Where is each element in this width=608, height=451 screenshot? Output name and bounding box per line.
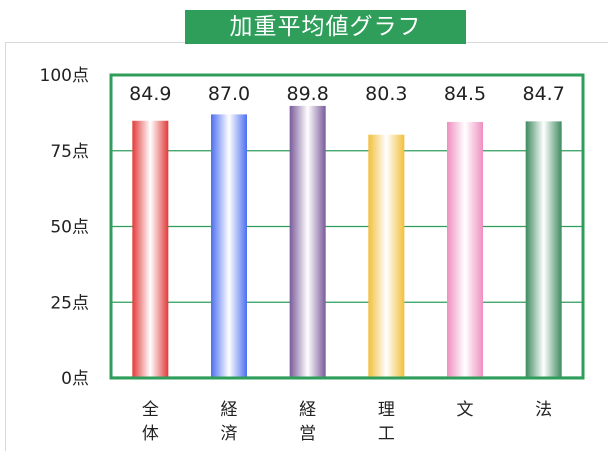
data-label: 87.0 — [208, 83, 250, 105]
data-label: 80.3 — [365, 83, 407, 105]
bar — [211, 114, 247, 378]
gridlines — [111, 150, 583, 378]
category-label: 済 — [221, 424, 238, 444]
data-label: 84.5 — [444, 83, 486, 105]
x-axis-categories: 全体経済経営理工文法 — [142, 400, 552, 444]
category-label: 理 — [378, 400, 395, 420]
category-label: 体 — [142, 424, 159, 444]
category-label: 経 — [299, 400, 316, 420]
y-tick-label: 75点 — [50, 142, 89, 162]
bar — [525, 121, 562, 378]
bar — [289, 105, 326, 378]
data-label: 84.7 — [523, 83, 565, 105]
category-label: 営 — [299, 424, 316, 444]
bar — [447, 121, 483, 378]
data-labels: 84.9 87.0 89.8 80.3 84.5 84.7 — [129, 83, 565, 105]
bar — [368, 134, 405, 378]
data-label: 89.8 — [287, 83, 329, 105]
bar — [132, 120, 169, 379]
y-axis-ticks: 0点 25点 50点 75点 100点 — [40, 66, 89, 389]
y-tick-label: 100点 — [40, 66, 89, 86]
bars — [132, 105, 562, 379]
category-label: 文 — [457, 400, 474, 420]
plot-border — [109, 73, 585, 380]
category-label: 法 — [535, 400, 552, 420]
category-label: 全 — [142, 400, 159, 420]
category-label: 工 — [378, 424, 395, 444]
plot-frame — [109, 73, 585, 380]
category-label: 経 — [221, 400, 238, 420]
y-tick-label: 25点 — [50, 293, 89, 313]
data-label: 84.9 — [129, 83, 171, 105]
y-tick-label: 50点 — [50, 218, 89, 238]
chart-title: 加重平均値グラフ — [185, 10, 466, 44]
y-tick-label: 0点 — [61, 369, 89, 389]
